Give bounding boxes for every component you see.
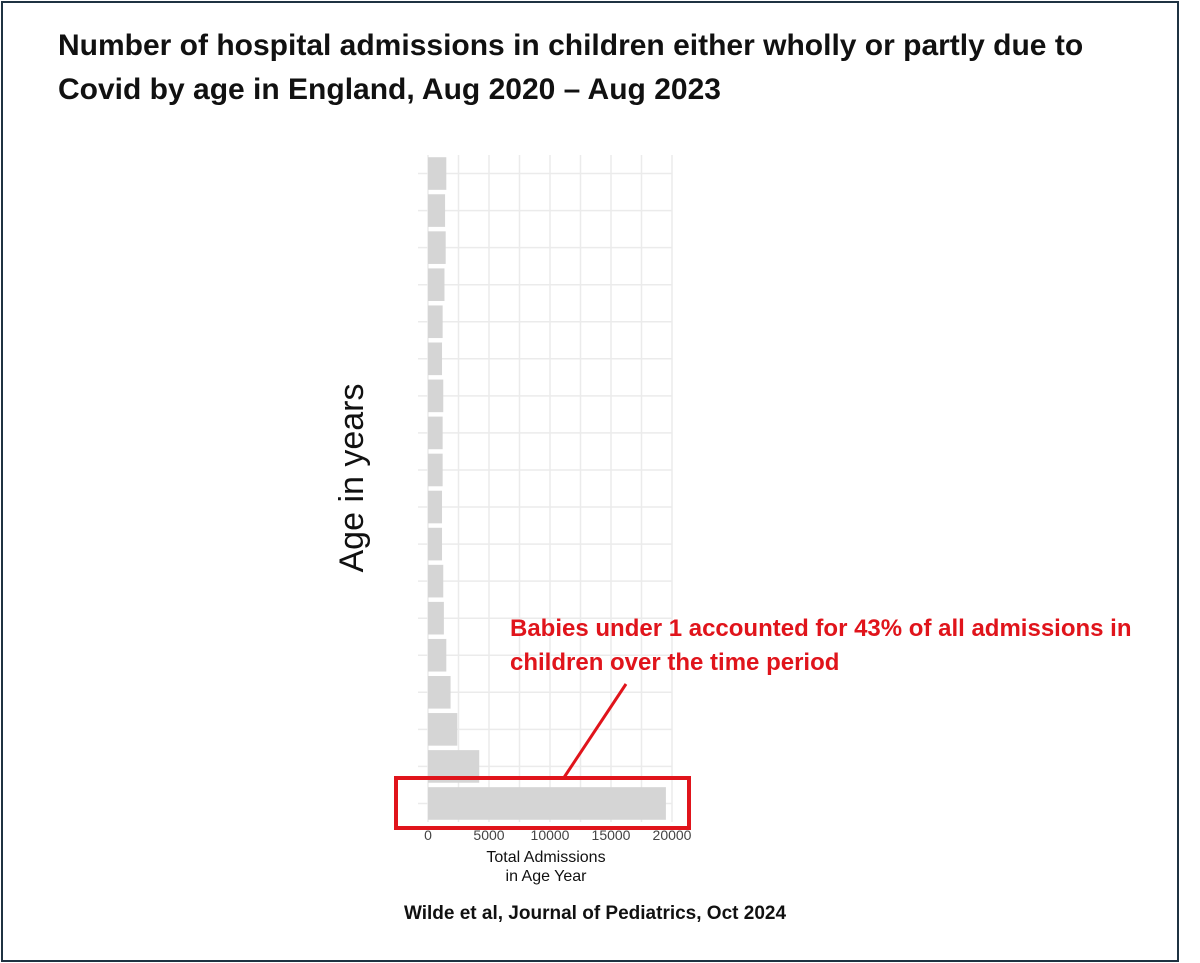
bar (428, 231, 446, 264)
bar (428, 268, 445, 301)
bar (428, 194, 446, 227)
bar (428, 342, 443, 376)
chart-title: Number of hospital admissions in childre… (58, 29, 1084, 106)
bar (428, 305, 443, 339)
x-tick-label: 15000 (592, 827, 631, 843)
bar (428, 676, 451, 709)
x-tick-label: 10000 (531, 827, 570, 843)
annotation-text: Babies under 1 accounted for 43% of all … (510, 615, 1132, 676)
source-citation: Wilde et al, Journal of Pediatrics, Oct … (403, 903, 787, 924)
y-axis-label: Age in years (333, 384, 371, 573)
annotation-pointer (561, 683, 628, 780)
x-tick-label: 20000 (653, 827, 692, 843)
bar (428, 564, 444, 598)
x-tick-label: 0 (424, 827, 432, 843)
bar (428, 601, 444, 635)
bar (428, 638, 447, 672)
x-tick-labels: 0 5000 10000 15000 20000 (424, 827, 692, 843)
bar (428, 379, 444, 413)
grid-layer (418, 155, 673, 822)
bar (428, 453, 443, 487)
bar (428, 527, 443, 561)
bar (428, 157, 447, 190)
x-axis-label-line2: in Age Year (506, 868, 588, 885)
highlight-box (394, 776, 691, 830)
bar (428, 787, 666, 820)
x-axis-label-line1: Total Admissions (486, 849, 605, 866)
bars-layer (428, 157, 666, 820)
bar (428, 490, 443, 524)
bar (428, 416, 443, 450)
x-tick-label: 5000 (473, 827, 504, 843)
bar (428, 713, 458, 746)
